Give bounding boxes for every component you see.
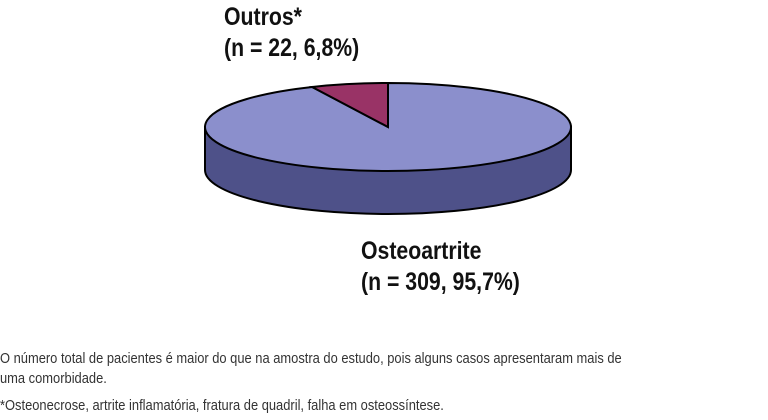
footnote-3: *Osteonecrose, artrite inflamatória, fra… bbox=[0, 397, 444, 414]
slice-label-detail: (n = 22, 6,8%) bbox=[224, 34, 360, 62]
footnote-1: O número total de pacientes é maior do q… bbox=[0, 350, 622, 367]
pie-slice-outros bbox=[308, 81, 389, 129]
slice-label-detail: (n = 309, 95,7%) bbox=[361, 268, 520, 296]
label-osteoartrite: Osteoartrite (n = 309, 95,7%) bbox=[361, 236, 520, 298]
slice-label-name: Outros* bbox=[224, 3, 302, 31]
slice-label-name: Osteoartrite bbox=[361, 237, 482, 265]
footnote-2: uma comorbidade. bbox=[0, 370, 107, 387]
label-outros: Outros* (n = 22, 6,8%) bbox=[224, 2, 359, 64]
pie-slice-osteoartrite bbox=[204, 81, 572, 172]
